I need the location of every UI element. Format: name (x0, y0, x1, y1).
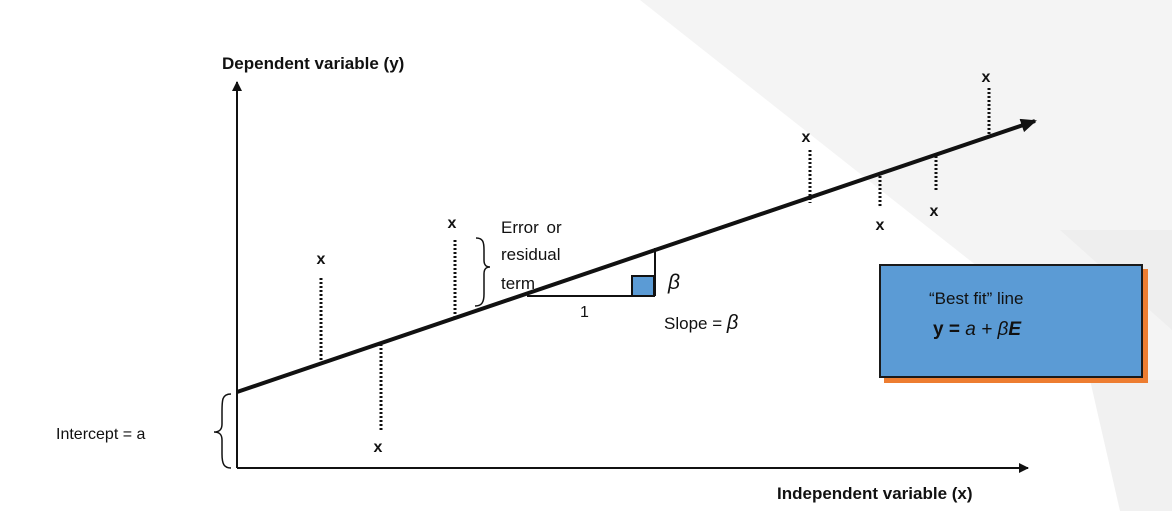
slope-label: Slope = β (664, 312, 738, 335)
best-fit-box: “Best fit” line y = a + βE (879, 264, 1143, 378)
observation-mark: x (981, 69, 991, 86)
intercept-brace (213, 393, 232, 469)
slope-rise-label: β (668, 271, 680, 294)
observation-mark: x (929, 203, 939, 220)
eq-equals: = (943, 319, 966, 340)
observation-mark: x (373, 439, 383, 456)
error-brace (474, 237, 491, 307)
y-axis-label: Dependent variable (y) (222, 54, 405, 73)
best-fit-equation: y = a + βE (933, 319, 1021, 341)
observation-mark: x (801, 129, 811, 146)
eq-plus: + (975, 319, 998, 340)
slope-text: Slope = (664, 314, 727, 333)
eq-y: y (933, 319, 944, 340)
observation-mark: x (875, 217, 885, 234)
observation-mark: x (447, 215, 457, 232)
best-fit-title: “Best fit” line (929, 289, 1024, 308)
slope-run-label: 1 (580, 304, 589, 321)
regression-line (236, 118, 1037, 394)
eq-E: E (1008, 319, 1022, 340)
error-label-line2: residual (501, 245, 561, 264)
error-label-line3: term (501, 274, 535, 293)
observation-mark: x (316, 251, 326, 268)
intercept-label: Intercept = a (56, 426, 146, 443)
slope-symbol: β (726, 312, 739, 334)
background-chevron (1090, 380, 1172, 511)
eq-a: a (965, 319, 976, 340)
eq-beta: β (997, 319, 1009, 340)
x-axis-label: Independent variable (x) (777, 484, 973, 503)
error-label-line1: Error or (501, 218, 562, 237)
right-angle-marker (631, 275, 655, 297)
residuals (319, 88, 991, 432)
